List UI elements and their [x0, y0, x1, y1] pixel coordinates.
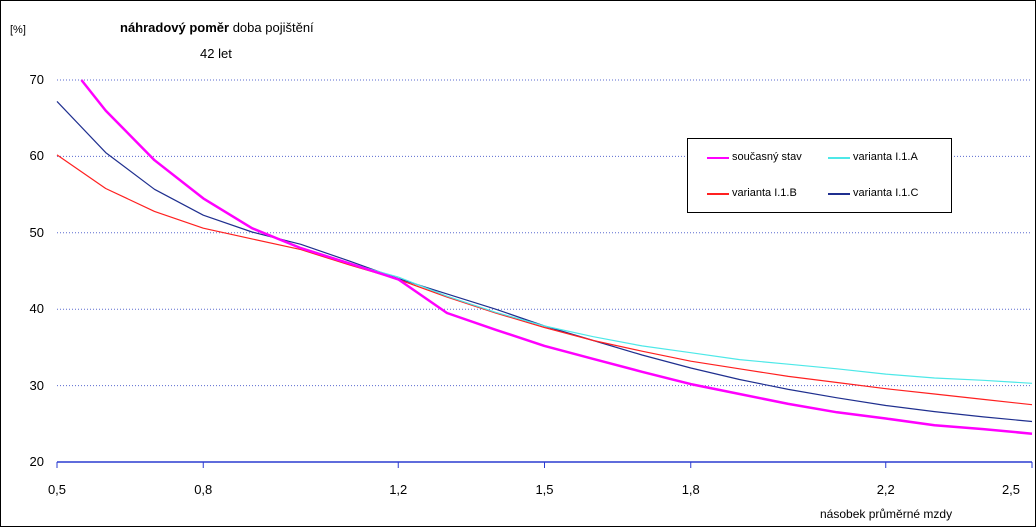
x-tick-label: 2,2	[876, 482, 895, 497]
legend-swatch-varianta-c	[828, 193, 850, 195]
series-lines	[56, 79, 1033, 435]
gridlines	[57, 79, 1032, 387]
series-line-varianta-a	[80, 79, 1033, 384]
axes	[56, 461, 1033, 468]
chart-title-bold: náhradový poměr	[120, 20, 230, 35]
series-line-soucasny-stav	[80, 79, 1033, 435]
chart-title-rest: doba pojištění	[229, 20, 314, 35]
legend-label: varianta I.1.C	[853, 187, 919, 199]
legend-label: varianta I.1.B	[732, 187, 797, 199]
legend-swatch-varianta-b	[707, 193, 729, 195]
x-tick-label: 1,5	[535, 482, 554, 497]
y-tick-label: 40	[29, 301, 44, 317]
chart-title: náhradový poměr doba pojištění	[120, 20, 314, 35]
legend-swatch-soucasny-stav	[707, 157, 729, 159]
x-tick-label: 1,2	[389, 482, 408, 497]
y-tick-label: 30	[29, 377, 44, 393]
y-tick-label: 60	[29, 148, 44, 164]
legend-swatch-varianta-a	[828, 157, 850, 159]
x-tick-label: 2,5	[1001, 482, 1021, 497]
legend: současný stav varianta I.1.A varianta I.…	[687, 138, 952, 213]
y-tick-label: 20	[29, 454, 44, 469]
y-tick-label: 70	[29, 72, 44, 87]
legend-label: varianta I.1.A	[853, 151, 918, 163]
series-line-varianta-b	[56, 154, 1033, 406]
y-axis-unit-label: [%]	[10, 24, 26, 36]
x-tick-label: 0,8	[194, 482, 213, 497]
x-axis-label: násobek průměrné mzdy	[820, 507, 953, 521]
legend-label: současný stav	[732, 151, 802, 163]
y-tick-label: 50	[29, 224, 44, 240]
x-tick-label: 1,8	[681, 482, 700, 497]
chart-subtitle: 42 let	[200, 46, 232, 61]
x-tick-label: 0,5	[47, 482, 67, 497]
